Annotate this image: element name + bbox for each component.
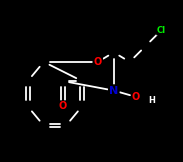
Text: O: O [94, 57, 102, 67]
Text: O: O [132, 92, 140, 102]
Text: Cl: Cl [157, 26, 166, 35]
Text: H: H [149, 96, 155, 105]
Text: O: O [59, 101, 67, 111]
Text: N: N [109, 86, 118, 96]
